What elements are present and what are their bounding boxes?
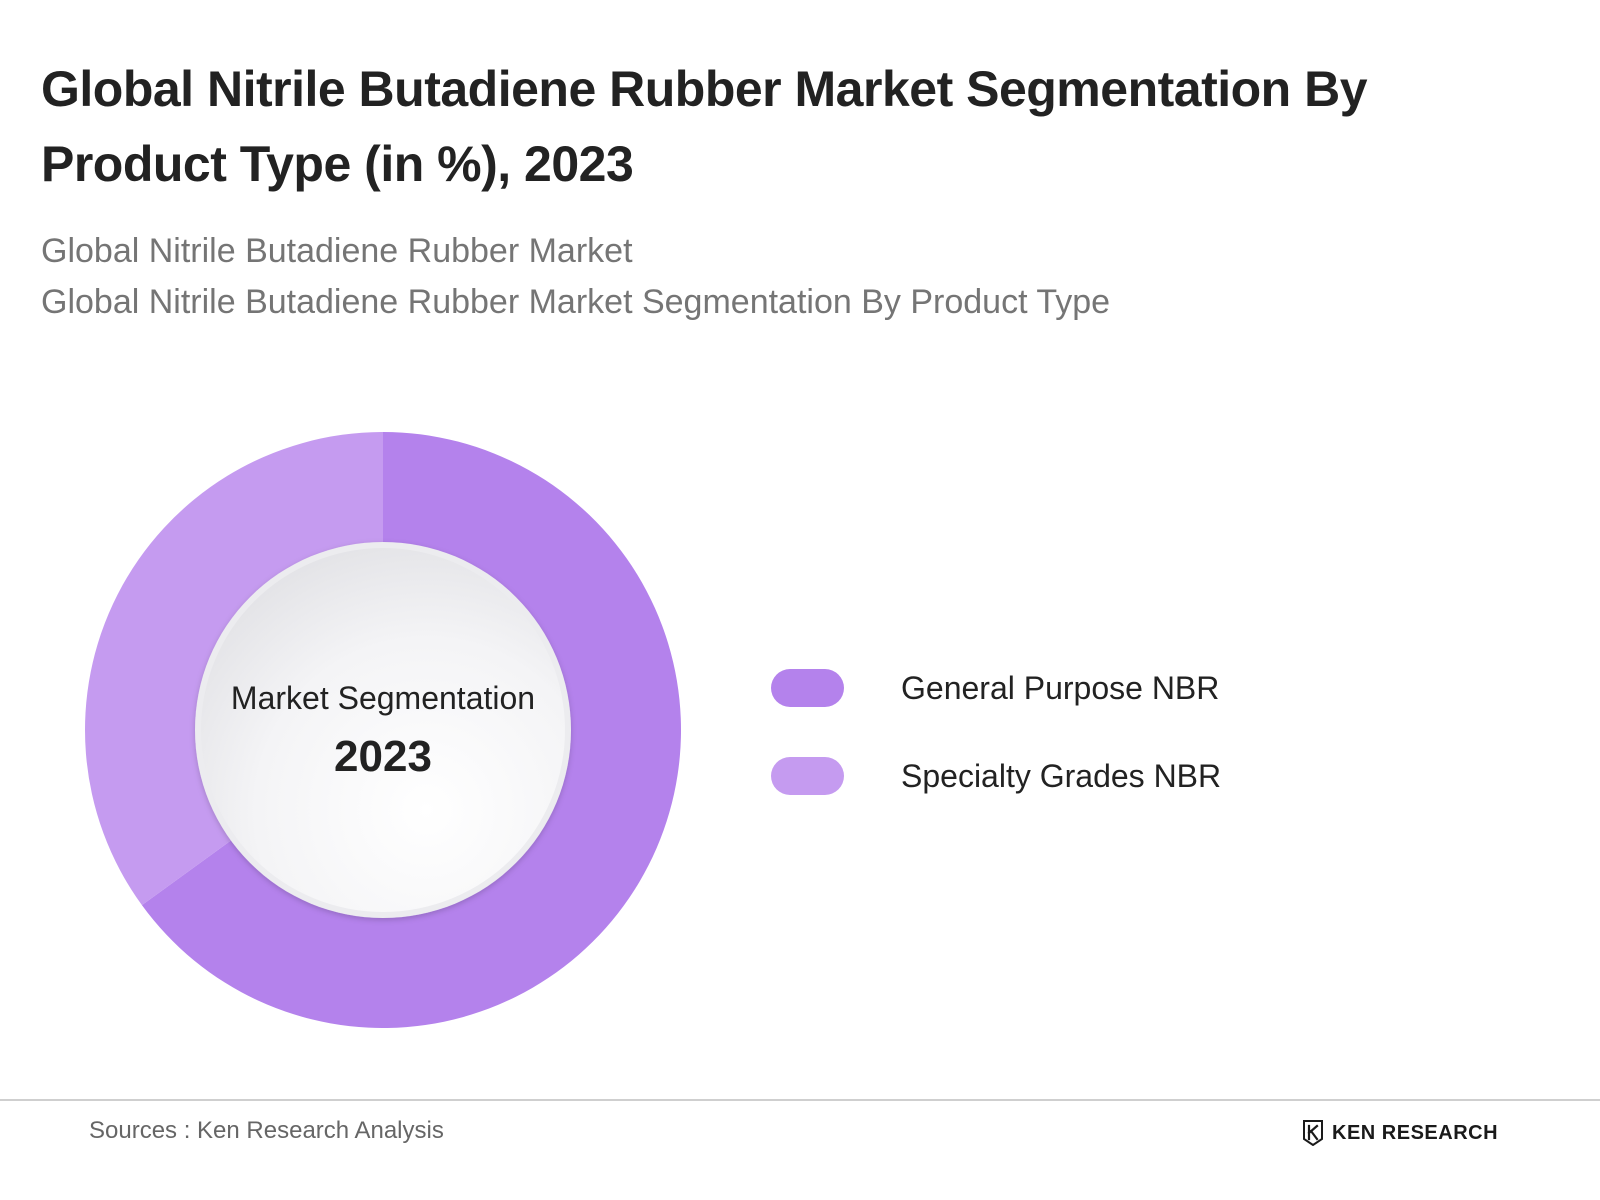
donut-center-label: Market Segmentation <box>230 680 536 716</box>
source-note: Sources : Ken Research Analysis <box>89 1117 444 1144</box>
legend-swatch-general-purpose <box>771 669 844 707</box>
footer-divider <box>0 1099 1600 1101</box>
legend-item-specialty-grades: Specialty Grades NBR <box>771 756 1221 796</box>
legend-label-general-purpose: General Purpose NBR <box>901 670 1220 706</box>
subtitle-line-2: Global Nitrile Butadiene Rubber Market S… <box>41 283 1111 321</box>
ken-research-logo-icon <box>1303 1120 1323 1146</box>
donut-center-year: 2023 <box>334 732 432 781</box>
chart-legend: General Purpose NBR Specialty Grades NBR <box>771 668 1221 844</box>
subtitle-block: Global Nitrile Butadiene Rubber Market G… <box>41 226 1521 328</box>
legend-item-general-purpose: General Purpose NBR <box>771 668 1221 708</box>
donut-chart <box>84 432 681 1028</box>
donut-hole-inner <box>201 548 565 912</box>
legend-swatch-specialty-grades <box>771 757 844 795</box>
chart-title: Global Nitrile Butadiene Rubber Market S… <box>41 61 1368 192</box>
legend-label-specialty-grades: Specialty Grades NBR <box>901 758 1222 794</box>
ken-research-logo: KEN RESEARCH <box>1302 1119 1498 1147</box>
logo-text: KEN RESEARCH <box>1332 1122 1499 1144</box>
subtitle-line-1: Global Nitrile Butadiene Rubber Market <box>41 232 633 270</box>
